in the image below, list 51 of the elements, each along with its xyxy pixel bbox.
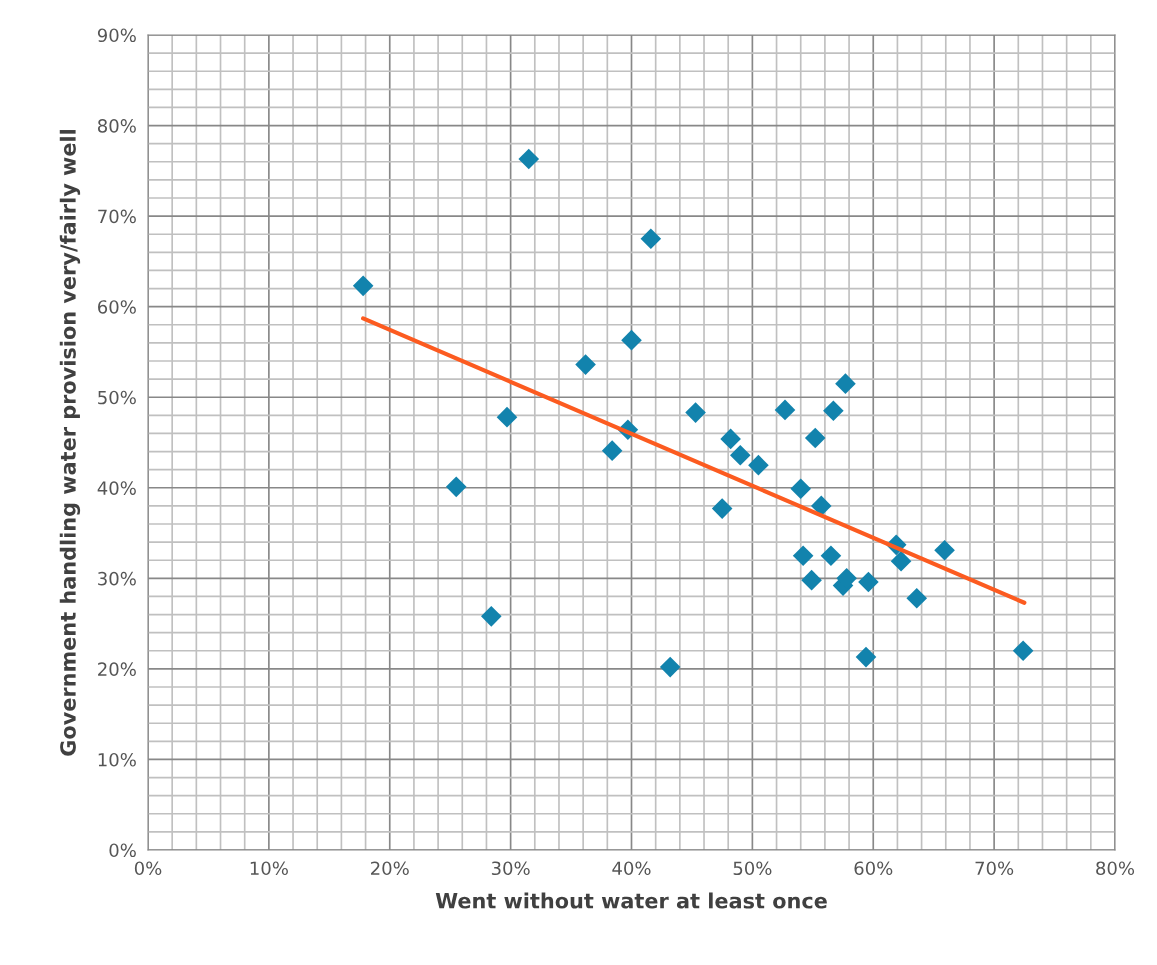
point [858,571,879,593]
x-tick-label: 70% [975,861,1014,876]
x-axis-title: Went without water at least once [435,892,827,909]
x-tick-label: 80% [1096,861,1135,876]
point [792,545,814,566]
y-tick-label: 10% [98,752,136,767]
y-tick-label: 30% [98,571,136,586]
x-tick-label: 10% [250,861,288,876]
y-tick-label: 0% [109,843,136,858]
point [640,228,662,250]
y-tick-label: 50% [98,390,136,405]
point [711,498,733,519]
x-tick-label: 20% [371,861,409,876]
y-tick-label: 70% [98,209,136,224]
x-tick-label: 40% [612,861,651,876]
point [804,427,826,449]
x-tick-label: 30% [491,861,530,876]
y-tick-label: 90% [97,28,136,43]
point [906,587,928,609]
point [823,400,844,422]
point [621,329,642,351]
x-tick-label: 60% [854,861,893,876]
point [659,656,681,678]
point [518,148,540,170]
point [1012,640,1034,662]
point [720,428,741,450]
point [790,478,812,499]
point [480,606,502,627]
point [445,476,467,498]
x-tick-label: 0% [134,861,162,876]
y-axis-title: Government handling water provision very/fairly well [59,130,81,756]
point [601,440,623,461]
y-tick-label: 80% [97,119,136,133]
point [890,550,912,572]
x-tick-label: 50% [733,861,772,876]
point [820,545,842,566]
y-tick-label: 20% [98,662,136,677]
point [352,275,374,297]
y-tick-label: 60% [98,300,136,314]
point [496,406,518,428]
point [729,444,751,466]
point [685,402,706,423]
point [835,373,856,394]
point [774,399,796,421]
point [575,354,596,375]
point [748,454,769,476]
y-tick-label: 40% [97,481,136,495]
point [810,495,832,517]
point [801,569,822,591]
point [934,539,955,561]
point [855,646,877,668]
